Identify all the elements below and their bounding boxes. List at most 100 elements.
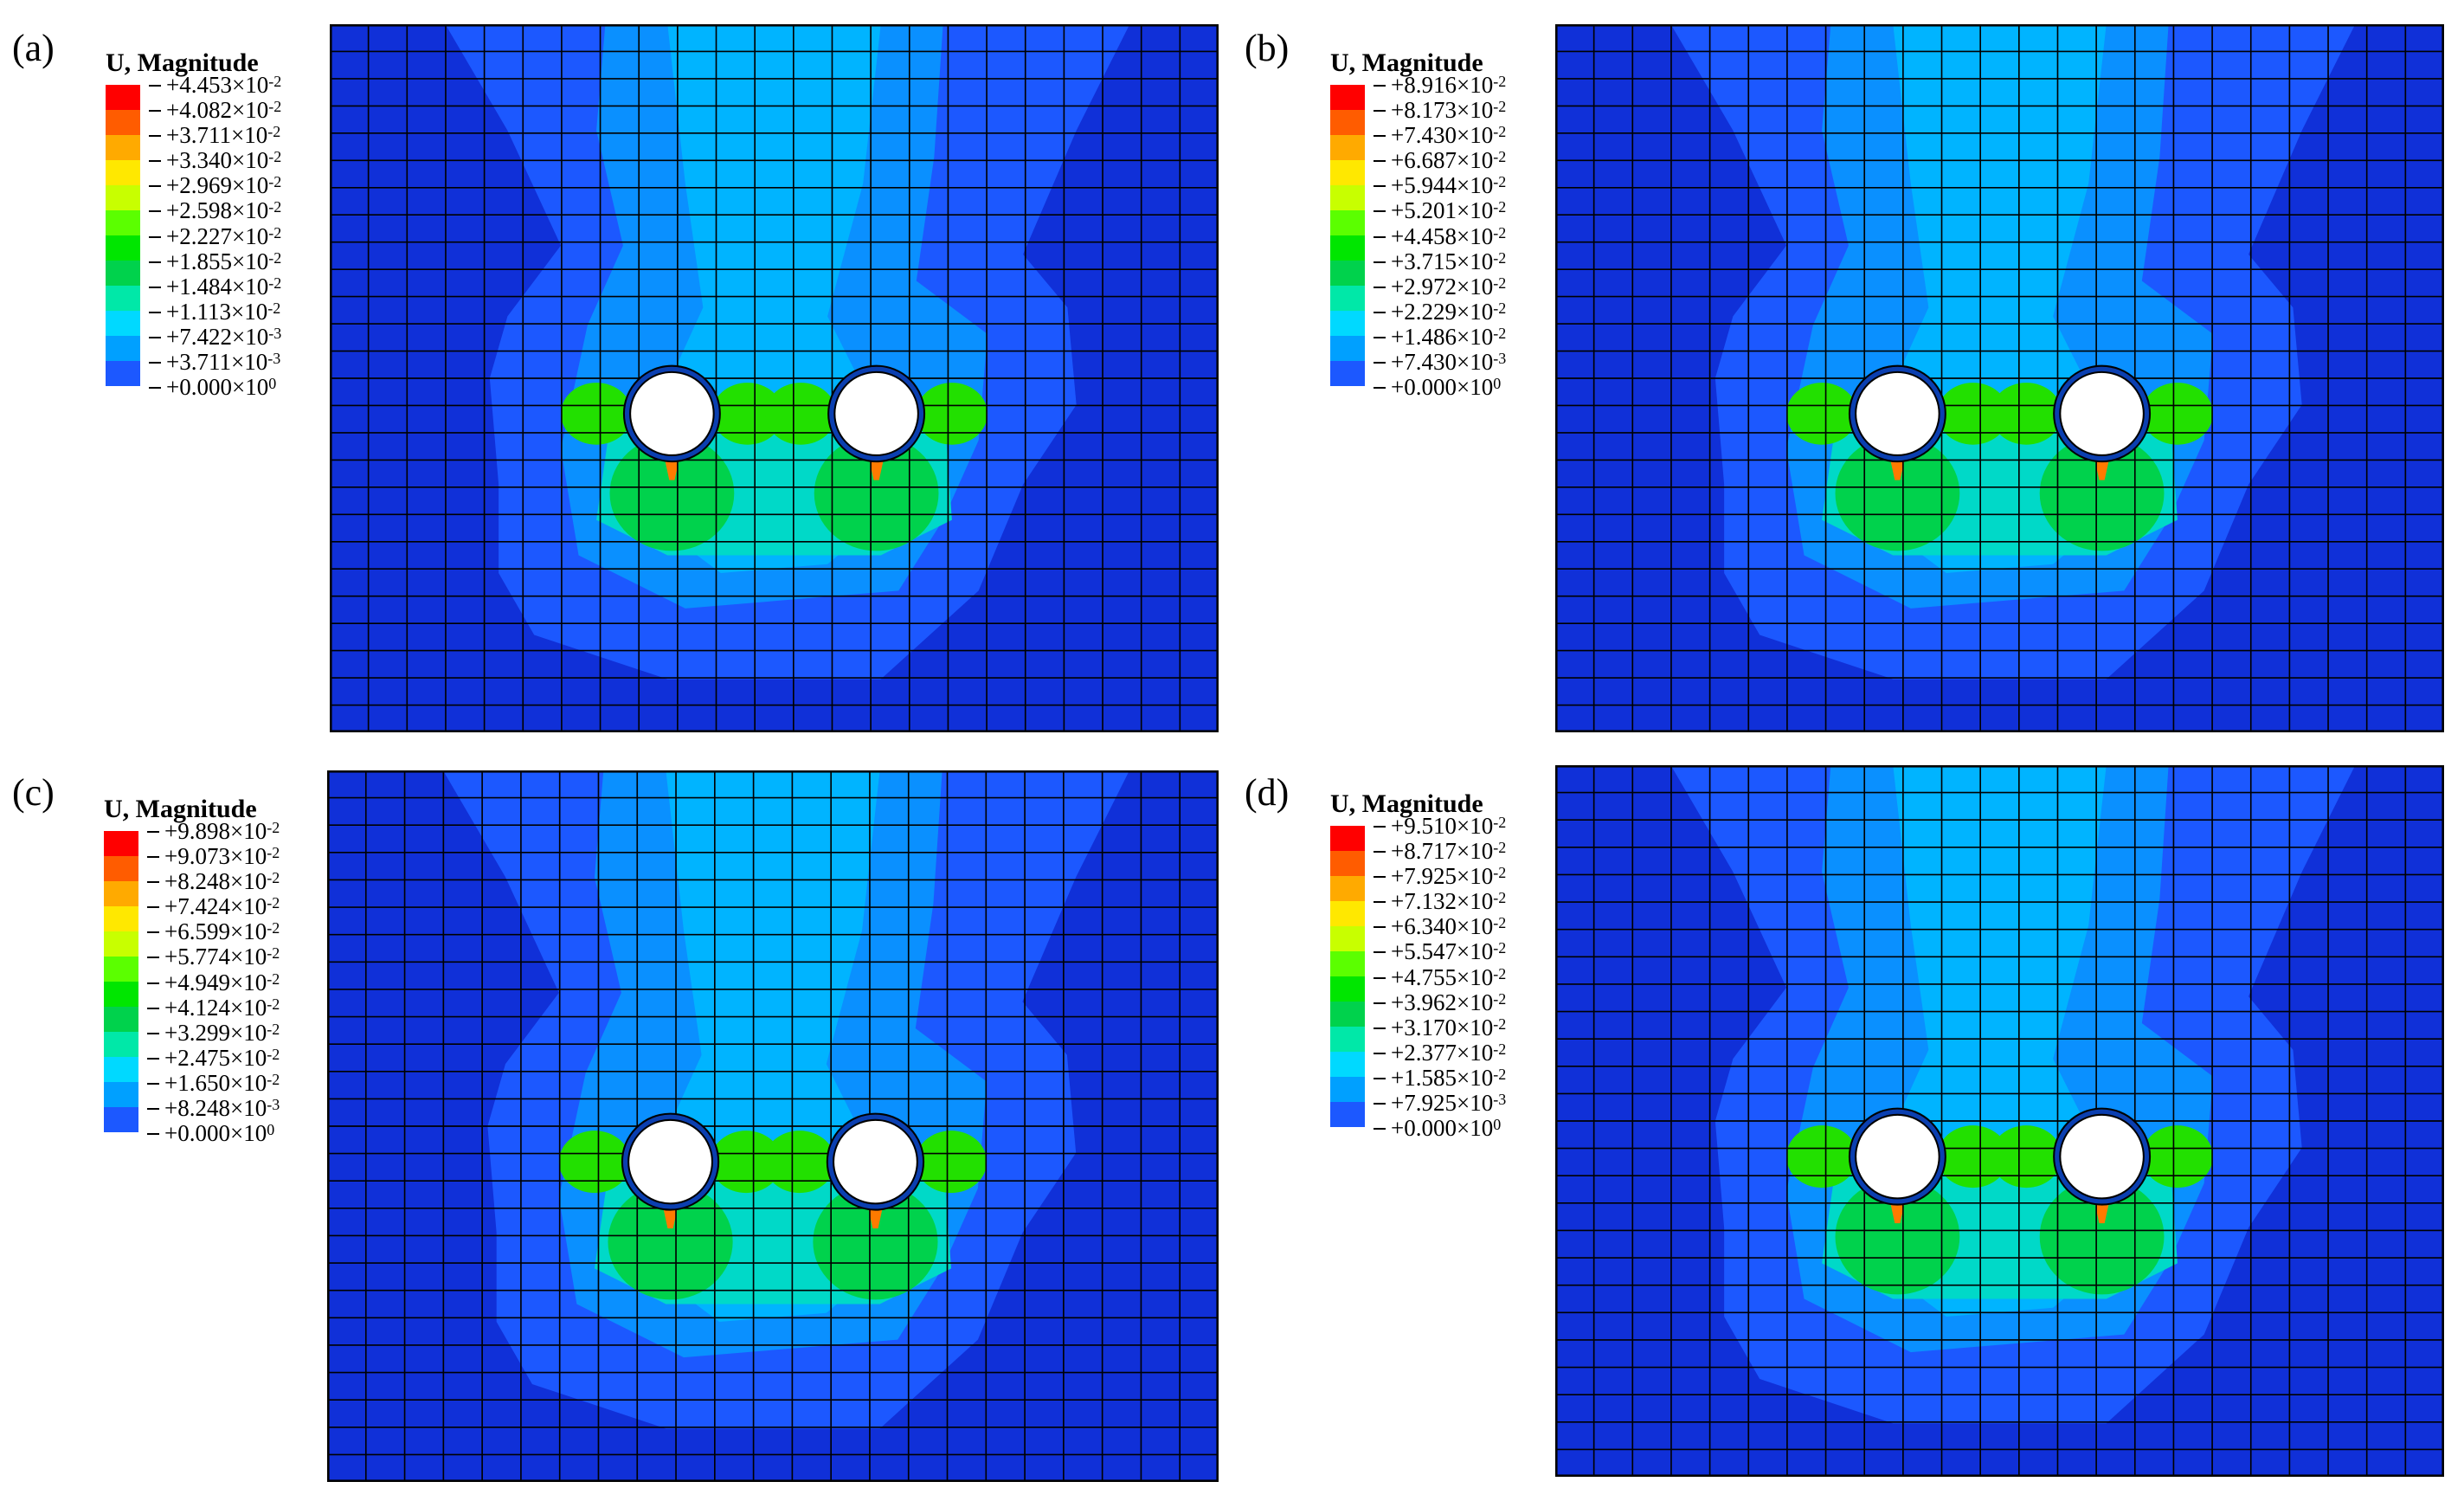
legend-title: U, Magnitude — [1330, 48, 1483, 77]
legend-tick-label: +7.132×10-2 — [1374, 889, 1506, 914]
contour-green-side — [1786, 383, 1858, 445]
contour-green-lobe — [814, 435, 939, 551]
legend-swatch — [104, 1032, 138, 1057]
legend-swatch — [1330, 210, 1365, 235]
legend-color-bar — [1330, 826, 1365, 1127]
contour-green-lobe — [813, 1183, 938, 1300]
contour-green-lobe — [608, 1183, 733, 1300]
legend-tick-label: +1.486×10-2 — [1374, 324, 1506, 350]
legend-a: U, Magnitude +4.453×10-2 +4.082×10-2 +3.71… — [106, 48, 357, 400]
contour-peak-marker — [663, 1208, 678, 1229]
legend-title: U, Magnitude — [106, 48, 259, 77]
legend-tick-label: +8.717×10-2 — [1374, 839, 1506, 864]
legend-swatch — [1330, 1077, 1365, 1102]
legend-body: +4.453×10-2 +4.082×10-2 +3.711×10-2 +3.340×… — [106, 72, 357, 400]
contour-green-side — [710, 1131, 782, 1194]
legend-swatch — [106, 210, 140, 235]
legend-tick-label: +5.944×10-2 — [1374, 173, 1506, 198]
legend-swatch — [1330, 85, 1365, 110]
legend-swatch — [1330, 235, 1365, 261]
tunnel-opening — [2059, 370, 2145, 456]
legend-tick-label: +4.453×10-2 — [149, 72, 281, 98]
contour-green-side — [915, 1131, 988, 1194]
contour-green-side — [1786, 1125, 1858, 1189]
legend-swatch — [1330, 926, 1365, 951]
legend-tick-label: +1.650×10-2 — [147, 1070, 280, 1096]
contour-green-side — [1937, 1125, 2009, 1189]
legend-tick-label: +2.377×10-2 — [1374, 1040, 1506, 1066]
legend-swatch — [106, 110, 140, 135]
panel-c-letter: (c) — [12, 771, 55, 814]
legend-swatch — [1330, 901, 1365, 926]
tunnel-opening — [833, 1118, 918, 1205]
legend-tick-label: +6.687×10-2 — [1374, 148, 1506, 173]
legend-swatch — [106, 85, 140, 110]
legend-swatch — [104, 931, 138, 957]
legend-swatch — [104, 1007, 138, 1032]
contour-green-side — [2141, 383, 2213, 445]
legend-tick-label: +8.173×10-2 — [1374, 98, 1506, 123]
legend-tick-label: +2.475×10-2 — [147, 1045, 280, 1071]
contour-green-lobe — [1835, 1178, 1960, 1295]
legend-swatch — [1330, 160, 1365, 185]
legend-tick-label: +2.229×10-2 — [1374, 299, 1506, 325]
mesh-grid — [1555, 24, 2444, 732]
legend-swatch — [104, 1057, 138, 1082]
legend-tick-label: +2.227×10-2 — [149, 223, 281, 249]
legend-tick-label: +1.113×10-2 — [149, 299, 281, 325]
legend-b: U, Magnitude +8.916×10-2 +8.173×10-2 +7.43… — [1330, 48, 1581, 400]
legend-tick-label: +6.340×10-2 — [1374, 914, 1506, 939]
contour-green-side — [1991, 1125, 2062, 1189]
legend-tick-label: +4.458×10-2 — [1374, 223, 1506, 249]
contour-plot-b — [1555, 24, 2444, 732]
contour-green-side — [765, 383, 837, 445]
legend-swatch — [104, 982, 138, 1007]
contour-peak-marker — [868, 1208, 883, 1229]
plot-border — [1555, 24, 2444, 732]
tunnel-opening — [1855, 1113, 1940, 1200]
legend-tick-label: +2.972×10-2 — [1374, 274, 1506, 300]
legend-swatch — [106, 286, 140, 311]
legend-swatch — [104, 881, 138, 906]
legend-tick-label: +2.969×10-2 — [149, 173, 281, 198]
legend-swatch — [1330, 951, 1365, 976]
legend-tick-label: +1.484×10-2 — [149, 274, 281, 300]
legend-tick-label: +3.340×10-2 — [149, 148, 281, 173]
contour-green-lobe — [2039, 435, 2165, 551]
legend-tick-label: +5.774×10-2 — [147, 944, 280, 970]
legend-swatch — [106, 336, 140, 361]
legend-title: U, Magnitude — [104, 795, 257, 823]
legend-tick-label: +4.755×10-2 — [1374, 964, 1506, 990]
contour-plot-a — [330, 24, 1219, 732]
tunnel-opening — [833, 370, 919, 456]
legend-swatch — [1330, 1102, 1365, 1127]
legend-swatch — [106, 311, 140, 336]
contour-green-side — [763, 1131, 836, 1194]
legend-color-bar — [104, 831, 138, 1132]
legend-swatch — [106, 361, 140, 386]
legend-swatch — [104, 856, 138, 881]
legend-swatch — [1330, 851, 1365, 876]
legend-swatch — [1330, 1052, 1365, 1077]
contour-green-side — [561, 383, 633, 445]
contour-green-side — [1937, 383, 2009, 445]
legend-swatch — [1330, 110, 1365, 135]
legend-swatch — [1330, 976, 1365, 1002]
panel-d-letter: (d) — [1245, 771, 1290, 814]
legend-tick-label: +0.000×100 — [149, 375, 281, 400]
legend-swatch — [1330, 135, 1365, 160]
legend-tick-label: +9.073×10-2 — [147, 844, 280, 869]
legend-tick-label: +5.547×10-2 — [1374, 939, 1506, 964]
contour-green-side — [711, 383, 783, 445]
legend-labels: +8.916×10-2 +8.173×10-2 +7.430×10-2 +6.687×… — [1374, 72, 1506, 400]
mesh-grid — [1555, 765, 2444, 1477]
legend-tick-label: +3.715×10-2 — [1374, 248, 1506, 274]
legend-swatch — [1330, 336, 1365, 361]
contour-peak-marker — [665, 460, 679, 480]
legend-tick-label: +9.510×10-2 — [1374, 813, 1506, 839]
legend-body: +9.510×10-2 +8.717×10-2 +7.925×10-2 +7.132×… — [1330, 813, 1581, 1141]
legend-d: U, Magnitude +9.510×10-2 +8.717×10-2 +7.92… — [1330, 789, 1581, 1141]
legend-tick-label: +7.430×10-3 — [1374, 349, 1506, 375]
contour-green-lobe — [609, 435, 735, 551]
legend-tick-label: +0.000×100 — [1374, 375, 1506, 400]
